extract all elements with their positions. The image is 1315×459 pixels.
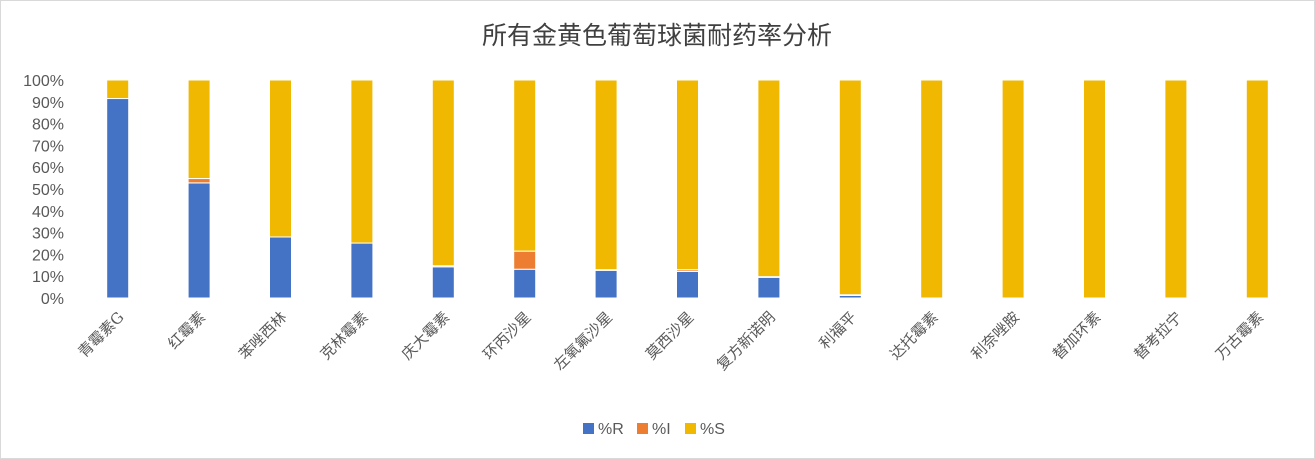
bars [106, 79, 1269, 299]
bar-segment [1083, 79, 1106, 299]
y-tick-label: 40% [32, 204, 64, 221]
y-tick-label: 10% [32, 269, 64, 286]
x-axis: 青霉素G 红霉素 苯唑西林 克林霉素 庆大霉素 环丙沙星 左氧氟沙星 莫西沙星 复方新诺明 利福平… [75, 308, 1268, 374]
bar-segment [757, 276, 781, 299]
legend-label: %R [598, 421, 624, 438]
bar-segment [513, 79, 537, 252]
bar-segment [757, 79, 781, 278]
x-tick-label: 利福平 [816, 308, 861, 353]
bar-segment [350, 242, 374, 299]
y-tick-label: 70% [32, 138, 64, 155]
bar-segment [676, 79, 699, 271]
y-tick-label: 50% [32, 182, 64, 199]
x-tick-label: 莫西沙星 [642, 308, 697, 363]
y-axis: 0% 10% 20% 30% 40% 50% 60% 70% 80% 90% 100% [23, 73, 64, 308]
bar-segment [838, 79, 862, 296]
x-tick-label: 红霉素 [164, 308, 209, 353]
bar-segment [513, 268, 537, 299]
bar-segment [106, 79, 130, 100]
y-tick-label: 60% [32, 160, 64, 177]
x-tick-label: 达托霉素 [886, 308, 941, 363]
y-tick-label: 80% [32, 117, 64, 134]
x-tick-label: 复方新诺明 [713, 308, 779, 374]
bar-segment [594, 269, 618, 299]
y-tick-label: 0% [41, 291, 64, 308]
bar-segment [187, 178, 211, 184]
bar-segment [594, 79, 618, 271]
x-tick-label: 苯唑西林 [235, 308, 290, 363]
bar-segment [920, 79, 944, 299]
bar-segment [676, 270, 699, 299]
bar-segment [187, 79, 211, 180]
x-tick-label: 替加环素 [1049, 308, 1104, 363]
y-tick-label: 90% [32, 95, 64, 112]
legend-item: %R [583, 421, 624, 438]
bar-segment [431, 266, 455, 299]
legend: %R %I %S [583, 421, 725, 438]
bar-segment [269, 79, 292, 238]
chart-title: 所有金黄色葡萄球菌耐药率分析 [482, 21, 832, 50]
legend-swatch [583, 423, 594, 434]
legend-label: %I [652, 421, 671, 438]
x-tick-label: 替考拉宁 [1131, 308, 1186, 363]
bar-segment [187, 182, 211, 299]
legend-swatch [637, 423, 648, 434]
y-tick-label: 100% [23, 73, 64, 90]
x-tick-label: 利奈唑胺 [968, 308, 1023, 363]
x-tick-label: 左氧氟沙星 [550, 308, 616, 374]
y-tick-label: 30% [32, 226, 64, 243]
x-tick-label: 克林霉素 [317, 308, 372, 363]
bar-segment [1164, 79, 1188, 299]
bar-segment [350, 79, 374, 244]
bar-segment [1001, 79, 1025, 299]
x-tick-label: 环丙沙星 [479, 308, 534, 363]
bar-segment [1245, 79, 1269, 299]
legend-item: %S [685, 421, 725, 438]
x-tick-label: 青霉素G [75, 308, 128, 361]
legend-item: %I [637, 421, 671, 438]
y-tick-label: 20% [32, 247, 64, 264]
bar-segment [431, 79, 455, 267]
bar-segment [513, 250, 537, 270]
bar-segment [106, 98, 130, 299]
bar-segment [269, 236, 292, 299]
x-tick-label: 万古霉素 [1212, 308, 1267, 363]
x-tick-label: 庆大霉素 [398, 308, 453, 363]
legend-label: %S [700, 421, 725, 438]
legend-swatch [685, 423, 696, 434]
